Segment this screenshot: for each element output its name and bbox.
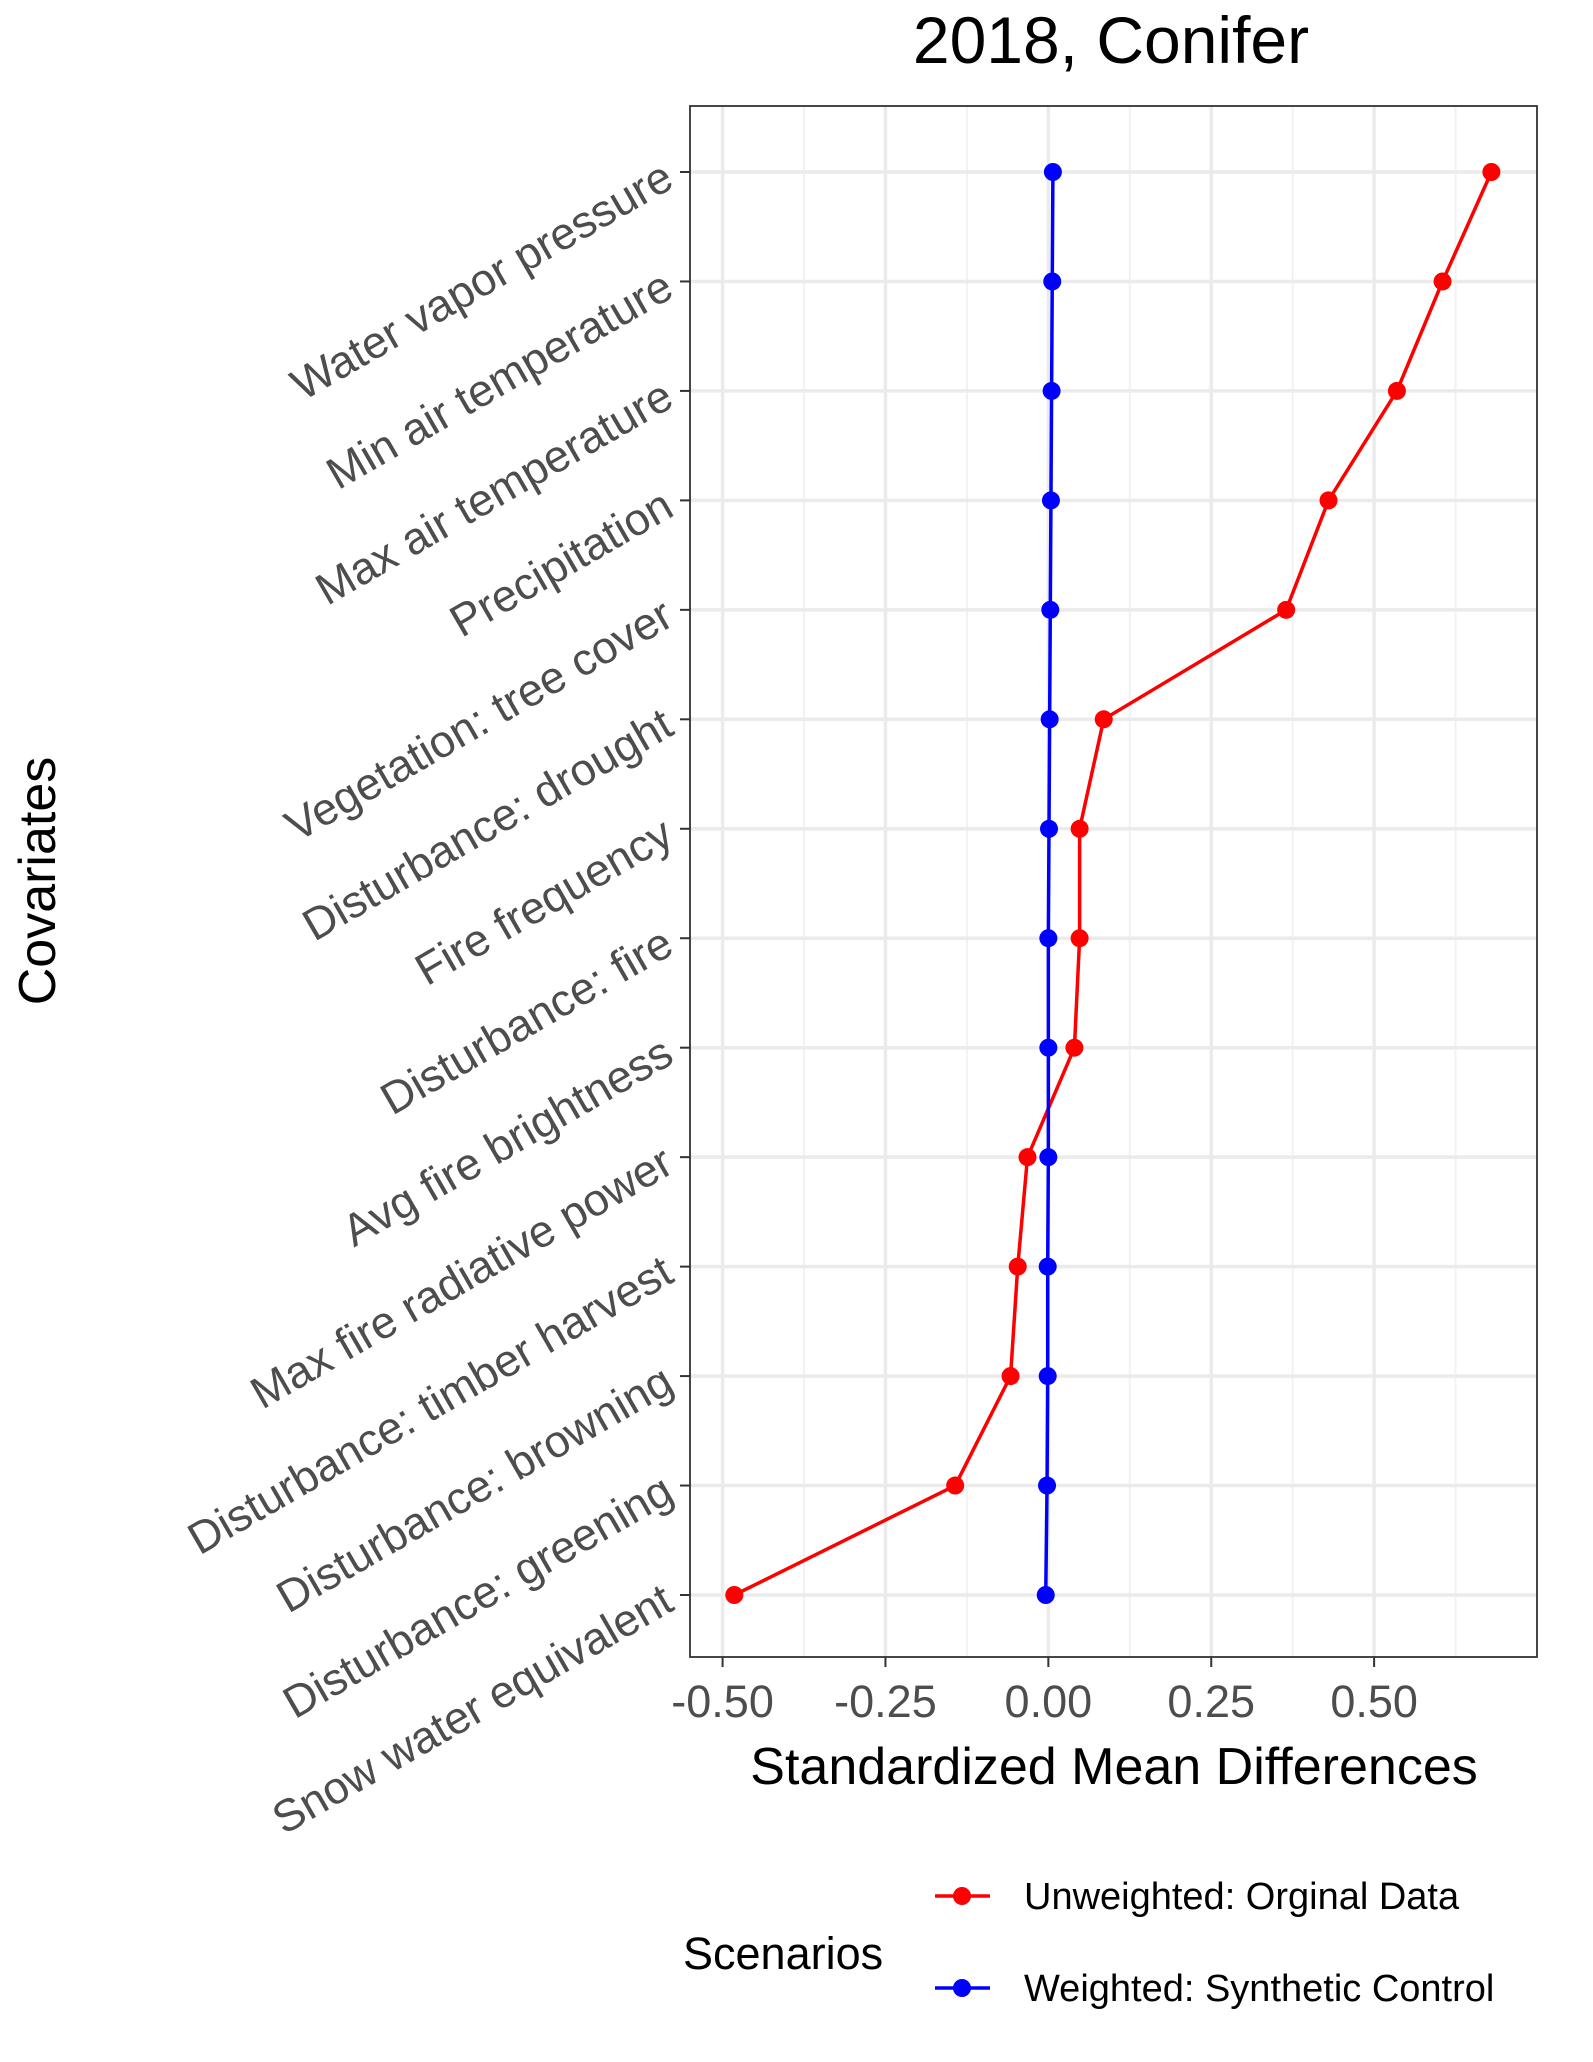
data-point (1036, 1586, 1055, 1604)
data-point (1277, 600, 1296, 619)
x-tick-label: -0.50 (671, 1676, 774, 1727)
data-point (1043, 163, 1062, 181)
legend-key-point (953, 1887, 971, 1905)
data-point (1041, 491, 1060, 510)
data-point (1039, 1148, 1058, 1167)
legend-title: Scenarios (683, 1928, 883, 1979)
data-point (1042, 381, 1061, 400)
data-point (946, 1476, 965, 1495)
x-tick-label: 0.00 (1005, 1676, 1093, 1727)
data-point (1040, 710, 1059, 729)
data-point (1319, 491, 1338, 510)
legend-items: Unweighted: Orginal Data Weighted: Synthe… (935, 1876, 1494, 2010)
data-point (1482, 163, 1501, 181)
legend-label: Weighted: Synthetic Control (1024, 1968, 1494, 2010)
grid-lines (690, 106, 1537, 1657)
data-point (1039, 1038, 1058, 1057)
data-point (1433, 272, 1452, 291)
data-point (1038, 1367, 1057, 1386)
legend-key-point (953, 1979, 971, 1997)
data-point (1038, 1257, 1057, 1276)
data-point (1038, 1476, 1057, 1495)
data-point (1070, 929, 1089, 948)
x-axis-ticks: -0.50 -0.25 0.00 0.25 0.50 (671, 1657, 1418, 1727)
data-point (1041, 600, 1060, 619)
data-point (1065, 1038, 1084, 1057)
data-point (1039, 929, 1058, 948)
data-point (1018, 1148, 1037, 1167)
x-tick-label: 0.50 (1330, 1676, 1418, 1727)
data-point (1039, 819, 1058, 838)
data-point (1001, 1367, 1020, 1386)
x-tick-label: 0.25 (1167, 1676, 1255, 1727)
data-point (1008, 1257, 1027, 1276)
y-axis-title: Covariates (9, 757, 67, 1006)
data-point (725, 1586, 744, 1604)
data-point (1387, 381, 1406, 400)
data-point (1043, 272, 1062, 291)
series-line (733, 171, 1493, 1597)
x-tick-label: -0.25 (834, 1676, 937, 1727)
series-layer (725, 163, 1501, 1604)
data-point (1070, 819, 1089, 838)
chart-title: 2018, Conifer (913, 3, 1309, 77)
plot-panel-border (689, 105, 1538, 1658)
legend-label: Unweighted: Orginal Data (1024, 1876, 1460, 1918)
data-point (1094, 710, 1113, 729)
legend: Scenarios Unweighted: Orginal Data Weight… (683, 1876, 1494, 2010)
x-axis-title: Standardized Mean Differences (750, 1738, 1477, 1796)
series-line (1043, 171, 1055, 1596)
